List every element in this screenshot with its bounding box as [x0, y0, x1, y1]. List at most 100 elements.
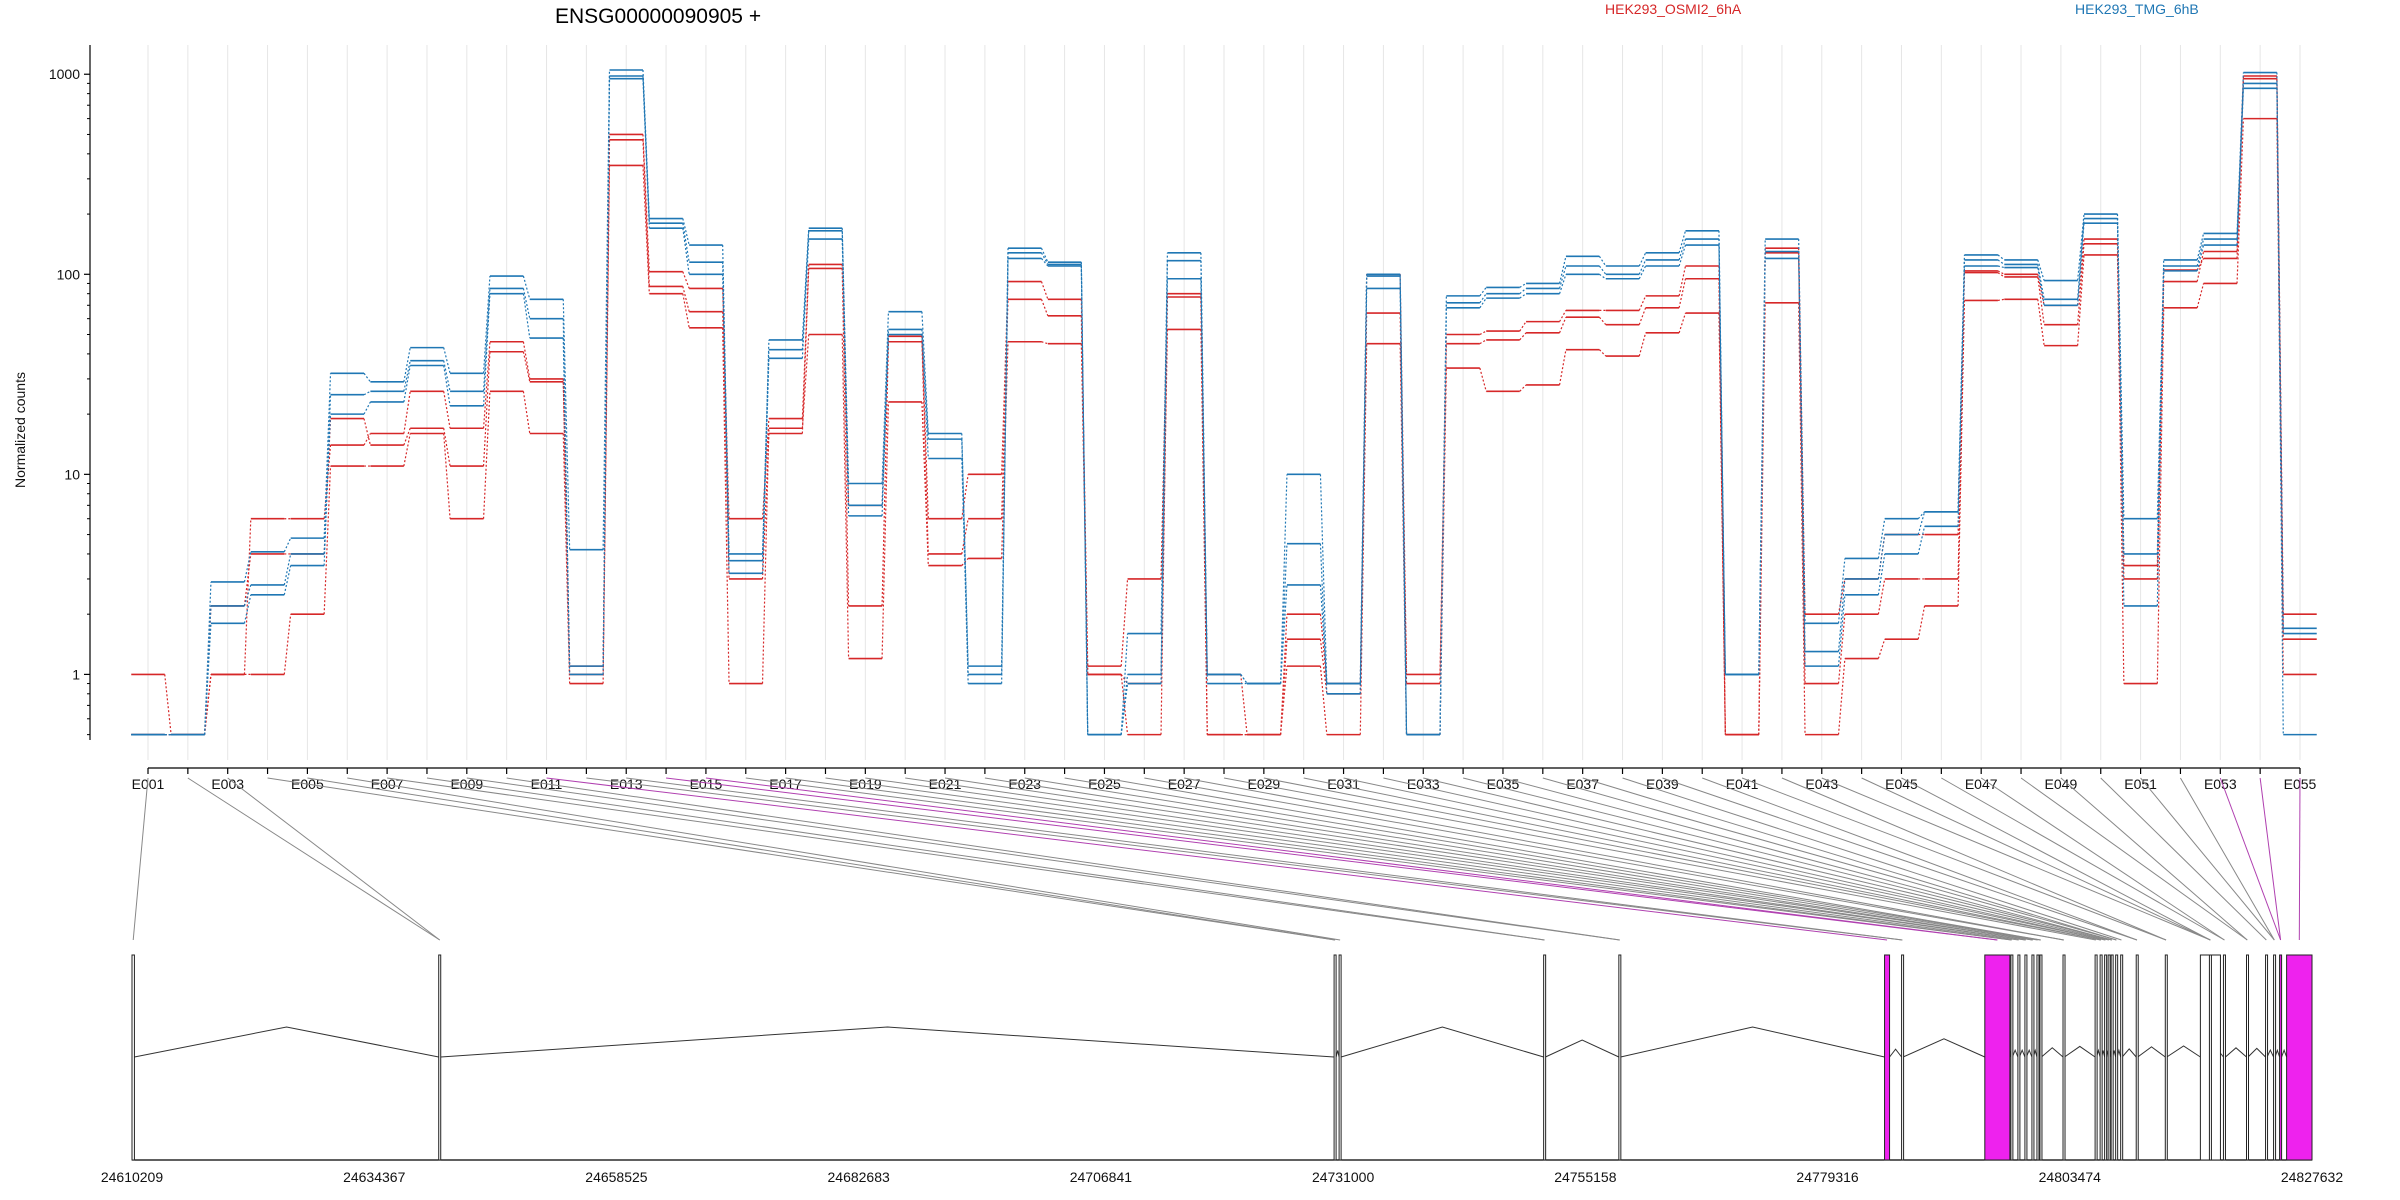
- exon-connector: [745, 777, 2012, 941]
- transition-segment: [1120, 578, 1129, 667]
- transition-segment: [1957, 272, 1966, 579]
- transition-segment: [363, 418, 371, 446]
- plot-series: [131, 69, 2317, 736]
- exon-connector: [1502, 777, 2113, 941]
- exon-box: [2024, 954, 2028, 1161]
- legend-entry-osmi2: HEK293_OSMI2_6hA: [1605, 1, 1742, 17]
- transition-segment: [443, 433, 451, 519]
- transition-segment: [482, 351, 491, 467]
- transition-segment: [761, 418, 770, 519]
- coordinate-label: 24634367: [343, 1169, 406, 1185]
- legend-entry-tmg: HEK293_TMG_6hB: [2075, 1, 2199, 17]
- transition-segment: [403, 360, 411, 392]
- transition-segment: [283, 614, 292, 675]
- transition-segment: [1598, 265, 1607, 275]
- transition-segment: [1001, 258, 1009, 684]
- exon-box: [1901, 954, 1905, 1161]
- exon-box: [438, 954, 442, 1161]
- transition-segment: [1200, 329, 1208, 735]
- y-axis-label: Normalized counts: [12, 372, 28, 488]
- transition-segment: [921, 311, 929, 434]
- transition-segment: [1638, 259, 1647, 275]
- x-tick-label: E013: [610, 776, 643, 792]
- transition-segment: [1678, 278, 1687, 308]
- exon-connector: [1901, 777, 2211, 941]
- coordinate-label: 24827632: [2281, 1169, 2344, 1185]
- exon-box: [131, 954, 135, 1161]
- transition-segment: [761, 433, 770, 579]
- transition-segment: [522, 275, 531, 300]
- transition-segment: [1279, 639, 1288, 735]
- exon-connector: [1662, 777, 2138, 941]
- transition-segment: [841, 228, 850, 484]
- transition-segment: [841, 230, 850, 506]
- x-tick-label: E003: [211, 776, 244, 792]
- transition-segment: [243, 594, 252, 624]
- transition-segment: [2077, 243, 2085, 325]
- transition-segment: [921, 336, 929, 519]
- x-tick-label: E043: [1805, 776, 1838, 792]
- x-tick-label: E045: [1885, 776, 1918, 792]
- x-tick-label: E025: [1088, 776, 1121, 792]
- exon-connector: [626, 777, 1903, 941]
- transition-segment: [1120, 633, 1129, 735]
- coordinate-label: 24803474: [2039, 1169, 2102, 1185]
- transition-segment: [522, 293, 531, 339]
- exon-connector: [586, 777, 1903, 941]
- exon-box: [2031, 954, 2035, 1161]
- exon-connector: [1343, 777, 2106, 941]
- exon-connector: [1144, 777, 2064, 941]
- transition-segment: [2077, 223, 2085, 306]
- exon-connector: [1462, 777, 2113, 941]
- transition-segment: [1638, 307, 1647, 325]
- transition-segment: [403, 347, 411, 382]
- transition-segment: [1399, 274, 1408, 735]
- transition-segment: [1877, 518, 1886, 559]
- transition-segment: [403, 428, 411, 446]
- x-tick-label: E019: [849, 776, 882, 792]
- exon-connector: [267, 777, 1336, 941]
- exon-connector: [1263, 777, 2101, 941]
- intron-line: [2064, 1045, 2096, 1058]
- transition-segment: [1678, 312, 1687, 333]
- transition-segment: [1997, 259, 2005, 265]
- transition-segment: [1638, 265, 1647, 280]
- transition-segment: [642, 75, 650, 224]
- exon-connector: [1781, 777, 2167, 941]
- exon-connector: [546, 777, 1888, 941]
- exon-box: [2099, 954, 2103, 1161]
- exon-connector: [1941, 777, 2225, 941]
- x-tick-label: E041: [1726, 776, 1759, 792]
- transition-segment: [1638, 252, 1647, 267]
- exon-box: [2120, 954, 2124, 1161]
- exon-box: [2039, 954, 2043, 1161]
- exon-connector: [2020, 777, 2248, 941]
- transition-segment: [2037, 264, 2045, 300]
- gene-model-track: 24610209 24634367 24658525 24682683 24706841…: [101, 954, 2344, 1185]
- exon-connector: [426, 777, 1545, 941]
- exon-connector: [1303, 777, 2101, 941]
- exon-connector: [666, 777, 1998, 941]
- exon-connector: [865, 777, 2026, 941]
- exon-connector: [1622, 777, 2122, 941]
- exon-box: [1333, 954, 1337, 1161]
- exon-box: [2017, 954, 2021, 1161]
- transition-segment: [1957, 259, 1966, 512]
- transition-segment: [1957, 265, 1966, 527]
- transition-segment: [243, 553, 252, 606]
- transition-segment: [2037, 276, 2045, 325]
- transition-segment: [1279, 543, 1288, 684]
- transition-segment: [2077, 254, 2085, 346]
- transition-segment: [1997, 298, 2005, 302]
- transition-segment: [482, 391, 491, 519]
- transition-segment: [164, 674, 172, 735]
- transition-segment: [682, 293, 690, 328]
- exon-box: [2107, 954, 2111, 1161]
- transition-segment: [1319, 666, 1328, 735]
- transition-segment: [2236, 118, 2245, 284]
- transition-segment: [2236, 83, 2245, 240]
- coordinate-label: 24779316: [1796, 1169, 1859, 1185]
- transition-segment: [1558, 274, 1567, 294]
- exon-connector: [1104, 777, 2041, 941]
- intron-line: [2266, 1048, 2275, 1058]
